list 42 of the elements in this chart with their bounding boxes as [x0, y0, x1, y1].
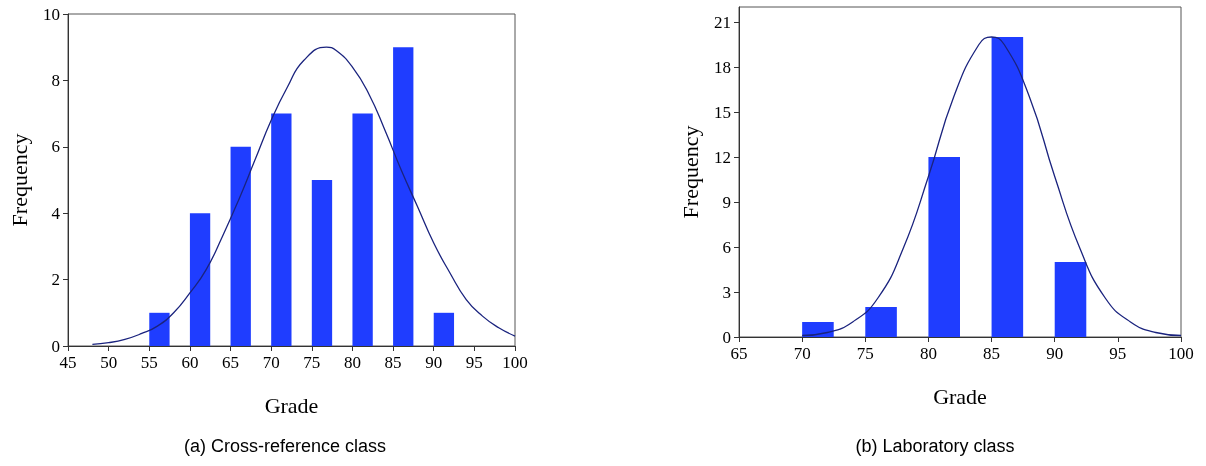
y-tick-label: 12 [714, 147, 731, 167]
x-axis-title: Grade [264, 392, 319, 418]
x-tick-label: 80 [919, 344, 937, 363]
x-tick-label: 60 [181, 353, 199, 372]
y-tick-label: 4 [51, 203, 61, 223]
x-tick-label: 75 [856, 344, 874, 363]
y-tick-label: 6 [722, 237, 731, 257]
x-tick-label: 95 [465, 353, 483, 372]
x-tick-label: 70 [793, 344, 811, 363]
y-tick-label: 6 [51, 137, 60, 157]
y-tick-label: 8 [51, 70, 60, 90]
x-tick-label: 75 [303, 353, 321, 372]
text: (a) Cross-reference class [183, 436, 387, 456]
y-tick-label: 15 [714, 102, 731, 122]
x-tick-label: 80 [343, 353, 361, 372]
x-tick-label: 50 [100, 353, 118, 372]
y-tick-label: 21 [714, 12, 731, 32]
x-tick-label: 90 [425, 353, 443, 372]
x-tick-label: 95 [1109, 344, 1127, 363]
y-tick-label: 10 [43, 4, 60, 24]
x-tick-label: 45 [59, 353, 77, 372]
y-tick-label: 9 [722, 192, 731, 212]
x-tick-label: 70 [262, 353, 280, 372]
y-axis-title: Frequency [6, 133, 32, 227]
y-tick-label: 2 [51, 270, 60, 290]
line-series [91, 46, 516, 345]
text: (b) Laboratory class [855, 436, 1015, 456]
x-tick-label: 100 [502, 353, 528, 372]
x-tick-label: 85 [384, 353, 402, 372]
x-tick-label: 90 [1046, 344, 1064, 363]
x-axis-title: Grade [933, 383, 987, 409]
x-tick-label: 65 [730, 344, 748, 363]
y-tick-label: 0 [722, 327, 731, 347]
y-axis-title: Frequency [677, 125, 703, 219]
x-tick-label: 65 [222, 353, 240, 372]
x-tick-label: 100 [1168, 344, 1194, 363]
x-tick-label: 55 [140, 353, 158, 372]
line-series [801, 36, 1182, 337]
x-tick-label: 85 [983, 344, 1001, 363]
y-tick-label: 18 [714, 57, 731, 77]
y-tick-label: 3 [722, 282, 731, 302]
y-tick-label: 0 [51, 336, 60, 356]
